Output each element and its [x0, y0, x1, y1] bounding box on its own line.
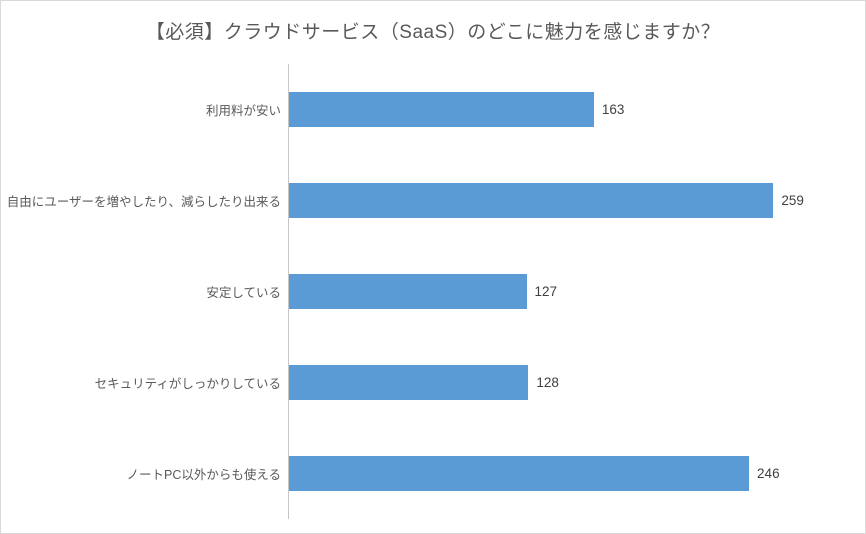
bar-area: 127: [289, 274, 865, 309]
value-label: 128: [536, 375, 559, 390]
bar-row: セキュリティがしっかりしている 128: [1, 337, 865, 428]
value-label: 127: [534, 284, 558, 299]
bar: [289, 274, 527, 309]
value-label: 163: [601, 102, 625, 117]
bar-area: 246: [289, 456, 865, 491]
bar-rows-container: 利用料が安い 163 自由にユーザーを増やしたり、減らしたり出来る 259 安定している…: [1, 64, 865, 519]
category-label: 安定している: [206, 286, 281, 300]
y-axis-line: [288, 64, 289, 519]
bar-row: 安定している 127: [1, 246, 865, 337]
value-label: 259: [781, 193, 804, 208]
category-label: 自由にユーザーを増やしたり、減らしたり出来る: [6, 195, 281, 209]
bar-row: 自由にユーザーを増やしたり、減らしたり出来る 259: [1, 155, 865, 246]
bar-area: 163: [289, 92, 865, 127]
bar: [289, 365, 529, 400]
bar-area: 259: [289, 183, 865, 218]
bar: [289, 183, 774, 218]
bar: [289, 456, 750, 491]
category-label: 利用料が安い: [205, 104, 281, 118]
category-label: ノートPC以外からも使える: [126, 468, 282, 482]
bar: [289, 92, 594, 127]
value-label: 246: [757, 466, 780, 481]
plot-area: 利用料が安い 163 自由にユーザーを増やしたり、減らしたり出来る 259 安定している…: [1, 64, 865, 519]
category-label: セキュリティがしっかりしている: [94, 377, 281, 391]
bar-row: 利用料が安い 163: [1, 64, 865, 155]
bar-row: ノートPC以外からも使える 246: [1, 428, 865, 519]
bar-area: 128: [289, 365, 865, 400]
chart-title: 【必須】クラウドサービス（SaaS）のどこに魅力を感じますか？: [145, 22, 721, 43]
